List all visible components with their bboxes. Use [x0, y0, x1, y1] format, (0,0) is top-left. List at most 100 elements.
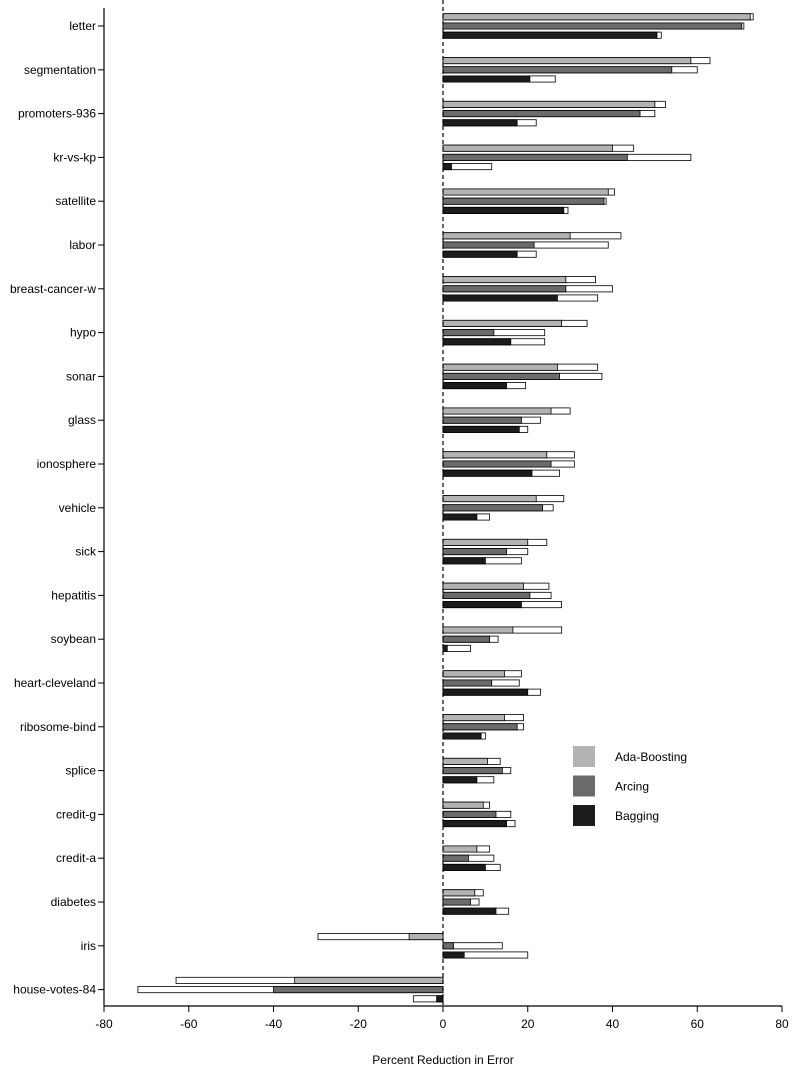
legend-label-bagging: Bagging — [615, 809, 659, 823]
bar-segmentation-arcing — [442, 66, 673, 74]
bar-kr-vs-kp-ada-boosting — [442, 144, 613, 152]
bar-vehicle-bagging — [442, 513, 478, 521]
bar-ribosome-bind-ada-boosting — [442, 714, 505, 722]
bar-house-votes-84-arcing — [273, 986, 444, 994]
bar-breast-cancer-w-bagging — [442, 294, 558, 302]
x-tick-label: 20 — [521, 1017, 535, 1031]
bar-hepatitis-arcing — [442, 591, 531, 599]
bar-segmentation-ada-boosting — [442, 57, 692, 65]
bar-credit-g-arcing — [442, 810, 497, 818]
bar-glass-ada-boosting — [442, 407, 552, 415]
bar-diabetes-ada-boosting — [442, 889, 476, 897]
x-tick-label: -20 — [350, 1017, 368, 1031]
category-label-iris: iris — [81, 939, 96, 953]
bar-sonar-ada-boosting — [442, 363, 558, 371]
bar-soybean-bagging — [442, 644, 448, 652]
bar-ribosome-bind-bagging — [442, 732, 482, 740]
bar-segmentation-bagging — [442, 75, 531, 83]
bar-soybean-ada-boosting — [442, 626, 514, 634]
bar-credit-g-bagging — [442, 820, 507, 828]
bars-group — [137, 13, 754, 1003]
bar-letter-bagging — [442, 31, 658, 39]
bar-hepatitis-ada-boosting — [442, 582, 524, 590]
x-tick-label: -80 — [95, 1017, 113, 1031]
bar-ionosphere-bagging — [442, 469, 533, 477]
bar-breast-cancer-w-ada-boosting — [442, 276, 567, 284]
bar-promoters-936-arcing — [442, 110, 641, 118]
bar-heart-cleveland-bagging — [442, 688, 529, 696]
bar-letter-ada-boosting — [442, 13, 751, 21]
bar-letter-arcing — [442, 22, 743, 30]
bar-sonar-bagging — [442, 382, 507, 390]
x-tick-label: 60 — [691, 1017, 705, 1031]
bar-vehicle-ada-boosting — [442, 495, 537, 503]
bar-satellite-arcing — [442, 197, 605, 205]
category-label-heart-cleveland: heart-cleveland — [14, 676, 96, 690]
category-label-glass: glass — [68, 413, 96, 427]
category-label-ribosome-bind: ribosome-bind — [20, 720, 96, 734]
bar-labor-arcing — [442, 241, 535, 249]
category-label-sonar: sonar — [66, 369, 96, 383]
bar-diabetes-arcing — [442, 898, 471, 906]
x-tick-label: -60 — [180, 1017, 198, 1031]
bar-hepatitis-bagging — [442, 601, 522, 609]
category-label-hepatitis: hepatitis — [51, 588, 96, 602]
bar-glass-bagging — [442, 425, 520, 433]
bar-labor-bagging — [442, 250, 518, 258]
bar-credit-a-arcing — [442, 854, 469, 862]
category-label-credit-g: credit-g — [56, 807, 96, 821]
category-label-segmentation: segmentation — [24, 63, 96, 77]
bar-breast-cancer-w-arcing — [442, 285, 567, 293]
category-label-hypo: hypo — [70, 326, 96, 340]
x-tick-label: 0 — [440, 1017, 447, 1031]
bar-credit-g-ada-boosting — [442, 801, 484, 809]
bar-ionosphere-arcing — [442, 460, 552, 468]
bar-hypo-ada-boosting — [442, 319, 563, 327]
bar-kr-vs-kp-arcing — [442, 153, 628, 161]
category-label-soybean: soybean — [51, 632, 96, 646]
x-tick-label: 80 — [775, 1017, 789, 1031]
bar-sonar-arcing — [442, 372, 560, 380]
category-label-letter: letter — [69, 19, 96, 33]
bar-credit-a-bagging — [442, 863, 486, 871]
category-label-promoters-936: promoters-936 — [18, 107, 96, 121]
bar-heart-cleveland-ada-boosting — [442, 670, 505, 678]
category-label-satellite: satellite — [55, 194, 96, 208]
axes-group: letter segmentation promoters-936 kr-vs-kp s… — [10, 0, 789, 1031]
bar-satellite-bagging — [442, 206, 565, 214]
bar-credit-a-ada-boosting — [442, 845, 478, 853]
category-label-splice: splice — [65, 764, 96, 778]
bar-splice-ada-boosting — [442, 757, 488, 765]
legend-swatch-ada-boosting — [573, 746, 595, 767]
bar-promoters-936-ada-boosting — [442, 100, 656, 108]
category-label-sick: sick — [75, 545, 97, 559]
bar-splice-bagging — [442, 776, 478, 784]
bar-iris-arcing — [442, 942, 454, 950]
bar-hypo-arcing — [442, 329, 495, 337]
category-label-diabetes: diabetes — [51, 895, 96, 909]
legend: Ada-Boosting Arcing Bagging — [573, 746, 687, 826]
category-label-kr-vs-kp: kr-vs-kp — [53, 150, 96, 164]
bar-vehicle-arcing — [442, 504, 543, 512]
category-label-credit-a: credit-a — [56, 851, 96, 865]
x-tick-label: 40 — [606, 1017, 620, 1031]
legend-swatch-bagging — [573, 805, 595, 826]
category-label-breast-cancer-w: breast-cancer-w — [10, 282, 96, 296]
bar-sick-bagging — [442, 557, 486, 565]
bar-heart-cleveland-arcing — [442, 679, 493, 687]
category-label-ionosphere: ionosphere — [37, 457, 97, 471]
category-label-vehicle: vehicle — [59, 501, 97, 515]
x-axis-title: Percent Reduction in Error — [372, 1053, 513, 1067]
bar-promoters-936-bagging — [442, 119, 518, 127]
legend-label-ada-boosting: Ada-Boosting — [615, 750, 687, 764]
bar-sick-ada-boosting — [442, 538, 529, 546]
category-label-house-votes-84: house-votes-84 — [13, 983, 96, 997]
bar-kr-vs-kp-bagging — [442, 163, 452, 171]
bar-iris-bagging — [442, 951, 465, 959]
bar-ionosphere-ada-boosting — [442, 451, 548, 459]
bar-splice-arcing — [442, 767, 503, 775]
x-tick-label: -40 — [265, 1017, 283, 1031]
bar-hypo-bagging — [442, 338, 512, 346]
bar-soybean-arcing — [442, 635, 491, 643]
bar-labor-ada-boosting — [442, 232, 571, 240]
